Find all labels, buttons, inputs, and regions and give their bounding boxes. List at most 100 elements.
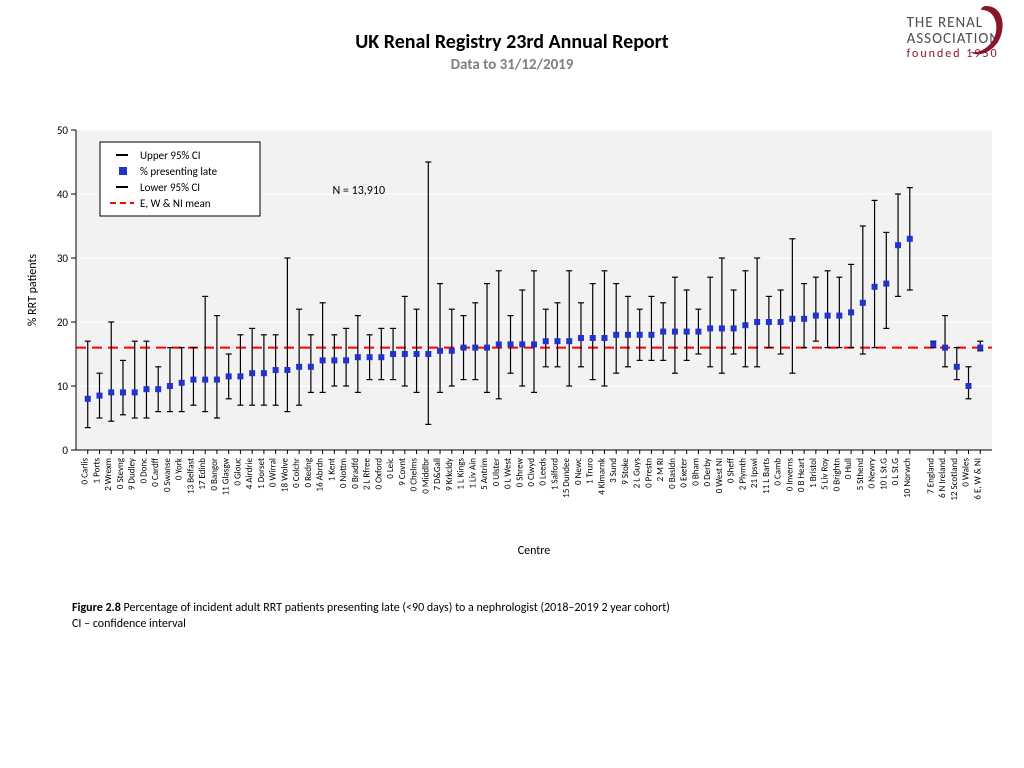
svg-text:20: 20 — [57, 316, 69, 329]
svg-text:0 Bham: 0 Bham — [690, 458, 701, 486]
svg-text:4 Airdrie: 4 Airdrie — [244, 457, 255, 489]
svg-text:0 Wales: 0 Wales — [961, 458, 972, 487]
svg-text:15 Dundee: 15 Dundee — [561, 457, 572, 497]
svg-text:0 Bradfd: 0 Bradfd — [350, 458, 361, 489]
svg-text:11 L Barts: 11 L Barts — [761, 458, 772, 494]
svg-text:1 L Kings: 1 L Kings — [456, 458, 467, 490]
svg-text:0 Basldn: 0 Basldn — [667, 458, 678, 489]
svg-text:7 D&Gall: 7 D&Gall — [432, 458, 443, 490]
svg-text:0 Clwyd: 0 Clwyd — [526, 458, 537, 487]
svg-text:18 Wolve: 18 Wolve — [279, 457, 290, 492]
svg-text:0 Derby: 0 Derby — [702, 457, 713, 486]
logo: THE RENAL ASSOCIATION founded 1950 — [907, 16, 1000, 60]
svg-text:9 Stoke: 9 Stoke — [620, 457, 631, 484]
svg-text:5 Antrim: 5 Antrim — [479, 458, 490, 490]
svg-text:21 Ipswi: 21 Ipswi — [749, 458, 760, 488]
svg-text:0 L St.G: 0 L St.G — [890, 458, 901, 486]
svg-text:0 Middlbr: 0 Middlbr — [420, 458, 431, 494]
svg-text:0 Nottm: 0 Nottm — [338, 458, 349, 488]
svg-text:9 Dudley: 9 Dudley — [127, 457, 138, 490]
svg-text:Lower 95% CI: Lower 95% CI — [140, 181, 200, 194]
svg-text:0 L West: 0 L West — [503, 458, 514, 489]
svg-text:0 Newc: 0 Newc — [573, 458, 584, 485]
svg-text:0 Colchr: 0 Colchr — [291, 458, 302, 488]
svg-text:N = 13,910: N = 13,910 — [332, 184, 385, 198]
svg-text:0 York: 0 York — [174, 458, 185, 480]
svg-text:0 Brightn: 0 Brightn — [831, 458, 842, 492]
svg-text:0 Newry: 0 Newry — [867, 457, 878, 488]
svg-text:0: 0 — [62, 444, 68, 457]
figure-subtext: CI – confidence interval — [72, 617, 186, 631]
svg-text:0 Exeter: 0 Exeter — [679, 458, 690, 488]
svg-text:40: 40 — [57, 188, 69, 201]
svg-text:10 L St.G: 10 L St.G — [878, 458, 889, 490]
svg-text:9 Covnt: 9 Covnt — [397, 458, 408, 486]
figure-text: Percentage of incident adult RRT patient… — [121, 601, 670, 615]
svg-text:4 Klmarnk: 4 Klmarnk — [596, 458, 607, 495]
svg-text:2 M RI: 2 M RI — [655, 458, 666, 481]
svg-text:0 Oxford: 0 Oxford — [373, 458, 384, 490]
svg-text:5 Sthend: 5 Sthend — [855, 458, 866, 491]
title-block: UK Renal Registry 23rd Annual Report Dat… — [0, 30, 1024, 74]
svg-text:0 Carlis: 0 Carlis — [80, 458, 91, 485]
svg-text:13 Belfast: 13 Belfast — [185, 458, 196, 494]
svg-text:0 Prestn: 0 Prestn — [643, 458, 654, 488]
svg-text:6 N Ireland: 6 N Ireland — [937, 458, 948, 498]
svg-text:% presenting late: % presenting late — [140, 165, 218, 178]
page-title: UK Renal Registry 23rd Annual Report — [0, 30, 1024, 54]
svg-text:0 Camb: 0 Camb — [773, 458, 784, 486]
svg-text:0 Wirral: 0 Wirral — [268, 458, 279, 487]
svg-text:9 Krkcldy: 9 Krkcldy — [444, 457, 455, 491]
svg-text:0 Redng: 0 Redng — [303, 457, 314, 487]
svg-text:11 Glasgw: 11 Glasgw — [221, 457, 232, 495]
svg-text:0 Chelms: 0 Chelms — [409, 458, 420, 492]
svg-text:0 Hull: 0 Hull — [843, 458, 854, 479]
svg-text:% RRT patients: % RRT patients — [26, 254, 40, 327]
chart: 0 10 20 30 40 50 % RRT patients 0 Carlis1 Ports… — [20, 120, 1004, 560]
svg-text:1 Kent: 1 Kent — [326, 458, 337, 481]
svg-text:0 Donc: 0 Donc — [138, 458, 149, 484]
svg-text:0 Stevng: 0 Stevng — [115, 457, 126, 489]
svg-text:30: 30 — [57, 252, 69, 265]
svg-text:0 Bangor: 0 Bangor — [209, 458, 220, 491]
svg-text:0 Cardff: 0 Cardff — [150, 457, 161, 486]
svg-text:Centre: Centre — [518, 544, 551, 558]
figure-label: Figure 2.8 — [72, 601, 121, 615]
svg-text:2 L Rfree: 2 L Rfree — [362, 457, 373, 490]
svg-text:2 L Guys: 2 L Guys — [632, 458, 643, 489]
svg-text:50: 50 — [57, 124, 69, 137]
svg-text:0 B Heart: 0 B Heart — [796, 458, 807, 492]
svg-text:1 Salford: 1 Salford — [549, 458, 560, 490]
svg-text:10 Norwch: 10 Norwch — [902, 458, 913, 498]
svg-text:1 Truro: 1 Truro — [585, 458, 596, 484]
svg-text:0 West NI: 0 West NI — [714, 458, 725, 493]
svg-text:10: 10 — [57, 380, 69, 393]
svg-text:0 Glouc: 0 Glouc — [232, 458, 243, 486]
svg-text:3 Sund: 3 Sund — [608, 458, 619, 483]
chart-svg: 0 10 20 30 40 50 % RRT patients 0 Carlis1 Ports… — [20, 120, 1004, 560]
svg-text:16 Abrdn: 16 Abrdn — [315, 458, 326, 492]
svg-text:0 Leic: 0 Leic — [385, 458, 396, 479]
svg-text:E, W & NI mean: E, W & NI mean — [140, 197, 211, 210]
svg-text:0 Leeds: 0 Leeds — [538, 458, 549, 486]
svg-text:2 Plymth: 2 Plymth — [737, 458, 748, 491]
svg-text:1 Liv Ain: 1 Liv Ain — [467, 458, 478, 489]
svg-text:0 Swanse: 0 Swanse — [162, 457, 173, 492]
svg-text:1 Bristol: 1 Bristol — [808, 458, 819, 488]
svg-text:12 Scotland: 12 Scotland — [949, 458, 960, 501]
svg-text:1 Dorset: 1 Dorset — [256, 458, 267, 489]
svg-text:0 Shrew: 0 Shrew — [514, 457, 525, 487]
svg-text:0 Inverns: 0 Inverns — [784, 458, 795, 492]
figure-caption: Figure 2.8 Percentage of incident adult … — [72, 600, 964, 632]
logo-swirl-icon — [964, 4, 1008, 60]
page-subtitle: Data to 31/12/2019 — [0, 56, 1024, 74]
svg-text:0 Ulster: 0 Ulster — [491, 458, 502, 486]
svg-text:0 Sheff: 0 Sheff — [726, 457, 737, 483]
svg-text:6 E, W & NI: 6 E, W & NI — [972, 458, 983, 500]
svg-text:5 Liv Roy: 5 Liv Roy — [820, 457, 831, 490]
svg-text:Upper 95% CI: Upper 95% CI — [140, 149, 201, 162]
svg-text:1 Ports: 1 Ports — [91, 458, 102, 484]
svg-text:2 Wrexm: 2 Wrexm — [103, 458, 114, 491]
svg-text:7 England: 7 England — [925, 458, 936, 494]
svg-text:17 Edinb: 17 Edinb — [197, 458, 208, 490]
